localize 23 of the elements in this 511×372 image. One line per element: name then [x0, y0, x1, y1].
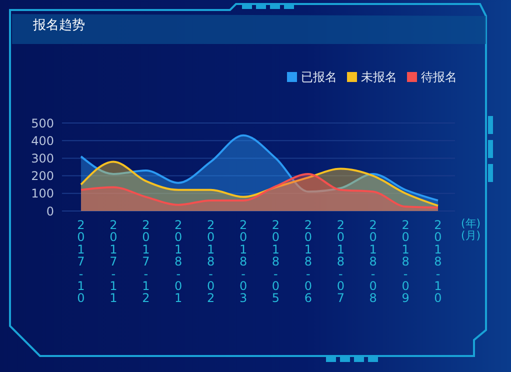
- legend-label: 未报名: [361, 70, 397, 84]
- x-tick-label: 2018-02: [207, 218, 215, 306]
- y-tick-label: 0: [46, 204, 54, 218]
- x-tick-label: 2017-10: [77, 218, 85, 306]
- y-tick-label: 300: [31, 151, 54, 166]
- x-tick-label: 2018-08: [369, 218, 377, 306]
- chart-title: 报名趋势: [33, 17, 85, 34]
- x-tick-label: 2018-07: [336, 218, 344, 306]
- x-tick-label: 2018-06: [304, 218, 312, 306]
- y-tick-label: 400: [31, 134, 54, 148]
- y-tick-label: 200: [31, 169, 54, 184]
- legend-label: 已报名: [301, 70, 337, 84]
- x-tick-label: 2018-01: [174, 218, 182, 306]
- x-tick-label: 2018-05: [272, 218, 280, 306]
- x-axis-title: (年) (月): [461, 217, 481, 242]
- x-tick-label: 2017-12: [142, 218, 150, 306]
- x-tick-label: 2017-11: [110, 218, 118, 306]
- y-tick-label: 500: [31, 116, 54, 130]
- x-tick-label: 2018-03: [239, 218, 248, 306]
- x-tick-label: 2018-09: [402, 218, 410, 306]
- legend-label: 待报名: [421, 70, 457, 84]
- x-tick-label: 2018-10: [434, 218, 442, 306]
- y-tick-label: 100: [31, 186, 54, 201]
